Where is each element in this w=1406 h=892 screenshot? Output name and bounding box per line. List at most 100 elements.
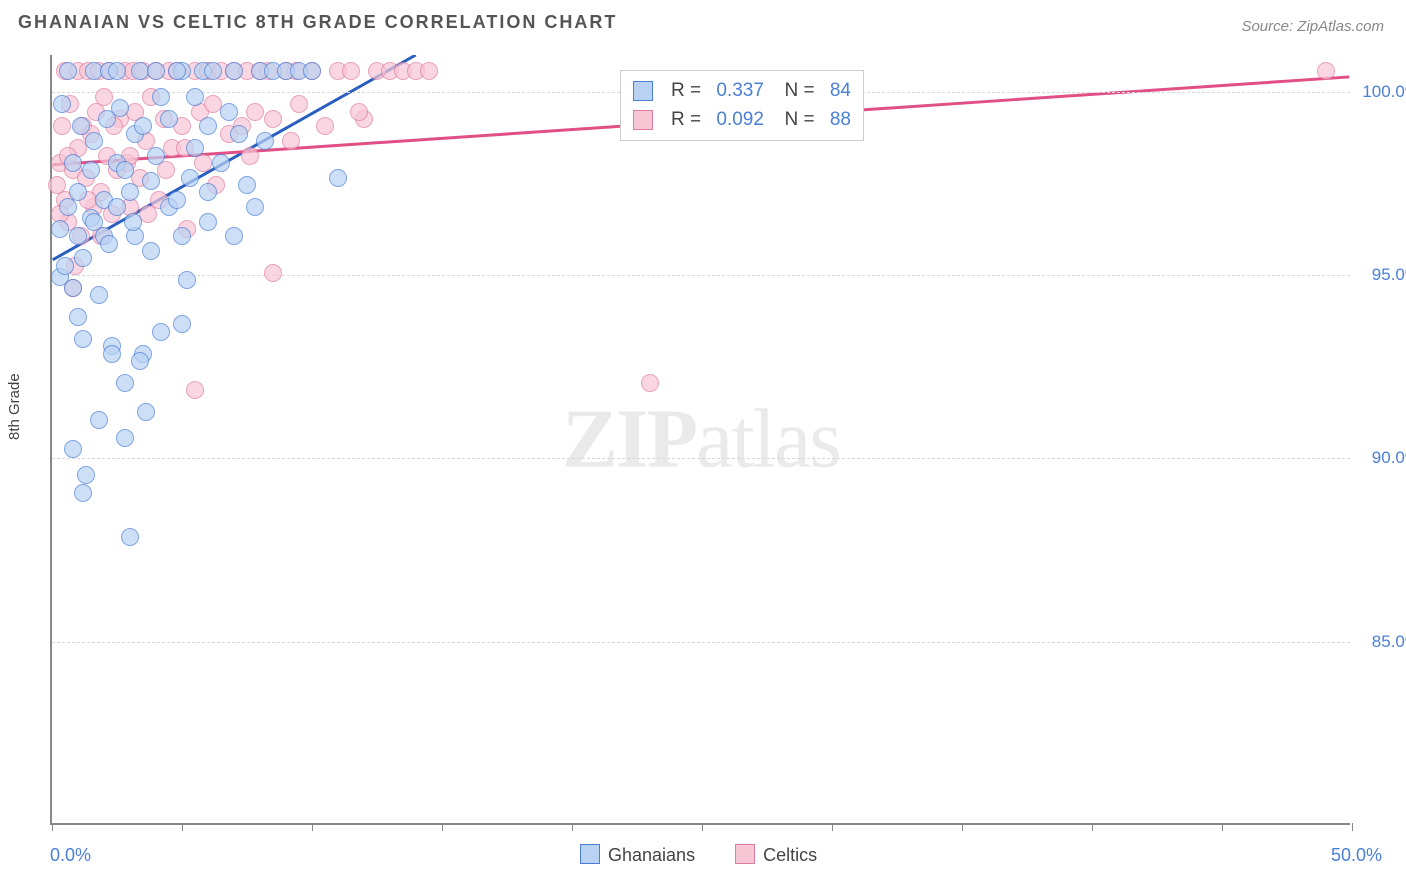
data-point-ghanaians — [256, 132, 274, 150]
data-point-ghanaians — [72, 117, 90, 135]
watermark: ZIPatlas — [562, 391, 840, 488]
data-point-ghanaians — [160, 110, 178, 128]
x-tick — [52, 823, 53, 831]
data-point-ghanaians — [199, 213, 217, 231]
legend-item-ghanaians: Ghanaians — [580, 844, 695, 866]
data-point-ghanaians — [246, 198, 264, 216]
data-point-ghanaians — [173, 315, 191, 333]
data-point-ghanaians — [121, 183, 139, 201]
legend-item-celtics: Celtics — [735, 844, 817, 866]
data-point-ghanaians — [173, 227, 191, 245]
data-point-ghanaians — [178, 271, 196, 289]
data-point-ghanaians — [186, 88, 204, 106]
data-point-ghanaians — [142, 242, 160, 260]
swatch-celtics-2 — [735, 844, 755, 864]
data-point-celtics — [264, 264, 282, 282]
data-point-ghanaians — [121, 528, 139, 546]
data-point-ghanaians — [152, 88, 170, 106]
data-point-celtics — [95, 88, 113, 106]
gridline — [52, 275, 1350, 276]
data-point-celtics — [420, 62, 438, 80]
data-point-ghanaians — [199, 117, 217, 135]
data-point-ghanaians — [103, 345, 121, 363]
data-point-ghanaians — [74, 330, 92, 348]
data-point-celtics — [186, 381, 204, 399]
data-point-ghanaians — [204, 62, 222, 80]
source-label: Source: ZipAtlas.com — [1241, 18, 1384, 35]
data-point-celtics — [342, 62, 360, 80]
data-point-celtics — [157, 161, 175, 179]
data-point-ghanaians — [69, 227, 87, 245]
data-point-ghanaians — [225, 227, 243, 245]
data-point-ghanaians — [147, 147, 165, 165]
data-point-ghanaians — [59, 62, 77, 80]
series-legend: Ghanaians Celtics — [580, 844, 817, 866]
data-point-ghanaians — [131, 352, 149, 370]
data-point-ghanaians — [108, 62, 126, 80]
gridline — [52, 458, 1350, 459]
data-point-ghanaians — [51, 220, 69, 238]
data-point-ghanaians — [82, 161, 100, 179]
data-point-celtics — [53, 117, 71, 135]
x-tick — [962, 823, 963, 831]
stats-row-ghanaians: R = 0.337 N = 84 — [633, 77, 851, 106]
data-point-celtics — [290, 95, 308, 113]
data-point-celtics — [264, 110, 282, 128]
data-point-celtics — [139, 205, 157, 223]
data-point-ghanaians — [64, 279, 82, 297]
data-point-ghanaians — [53, 95, 71, 113]
data-point-ghanaians — [56, 257, 74, 275]
data-point-ghanaians — [85, 213, 103, 231]
swatch-celtics — [633, 110, 653, 130]
data-point-ghanaians — [77, 466, 95, 484]
data-point-celtics — [641, 374, 659, 392]
x-tick — [1092, 823, 1093, 831]
data-point-ghanaians — [74, 484, 92, 502]
data-point-ghanaians — [100, 235, 118, 253]
data-point-ghanaians — [108, 198, 126, 216]
data-point-ghanaians — [116, 429, 134, 447]
x-tick — [572, 823, 573, 831]
x-tick — [1352, 823, 1353, 831]
data-point-ghanaians — [64, 440, 82, 458]
x-tick — [702, 823, 703, 831]
y-tick-label: 95.0% — [1372, 265, 1406, 285]
data-point-ghanaians — [199, 183, 217, 201]
y-tick-label: 100.0% — [1362, 82, 1406, 102]
y-tick-label: 85.0% — [1372, 632, 1406, 652]
data-point-ghanaians — [90, 411, 108, 429]
data-point-ghanaians — [152, 323, 170, 341]
data-point-celtics — [316, 117, 334, 135]
data-point-ghanaians — [238, 176, 256, 194]
plot-area: ZIPatlas 85.0%90.0%95.0%100.0% — [50, 55, 1350, 825]
stats-row-celtics: R = 0.092 N = 88 — [633, 106, 851, 135]
data-point-ghanaians — [329, 169, 347, 187]
data-point-celtics — [241, 147, 259, 165]
data-point-ghanaians — [124, 213, 142, 231]
data-point-ghanaians — [168, 191, 186, 209]
data-point-ghanaians — [64, 154, 82, 172]
data-point-ghanaians — [85, 132, 103, 150]
data-point-ghanaians — [181, 169, 199, 187]
data-point-ghanaians — [116, 161, 134, 179]
x-tick — [442, 823, 443, 831]
trend-lines — [52, 55, 1350, 823]
data-point-ghanaians — [111, 99, 129, 117]
data-point-celtics — [350, 103, 368, 121]
x-axis-min-label: 0.0% — [50, 845, 91, 866]
x-tick — [312, 823, 313, 831]
data-point-ghanaians — [186, 139, 204, 157]
data-point-ghanaians — [225, 62, 243, 80]
swatch-ghanaians-2 — [580, 844, 600, 864]
y-axis-label: 8th Grade — [6, 373, 23, 440]
data-point-ghanaians — [220, 103, 238, 121]
stats-legend: R = 0.337 N = 84 R = 0.092 N = 88 — [620, 70, 864, 141]
data-point-ghanaians — [69, 183, 87, 201]
data-point-celtics — [1317, 62, 1335, 80]
data-point-ghanaians — [168, 62, 186, 80]
data-point-ghanaians — [142, 172, 160, 190]
data-point-ghanaians — [137, 403, 155, 421]
data-point-ghanaians — [90, 286, 108, 304]
data-point-ghanaians — [212, 154, 230, 172]
gridline — [52, 642, 1350, 643]
